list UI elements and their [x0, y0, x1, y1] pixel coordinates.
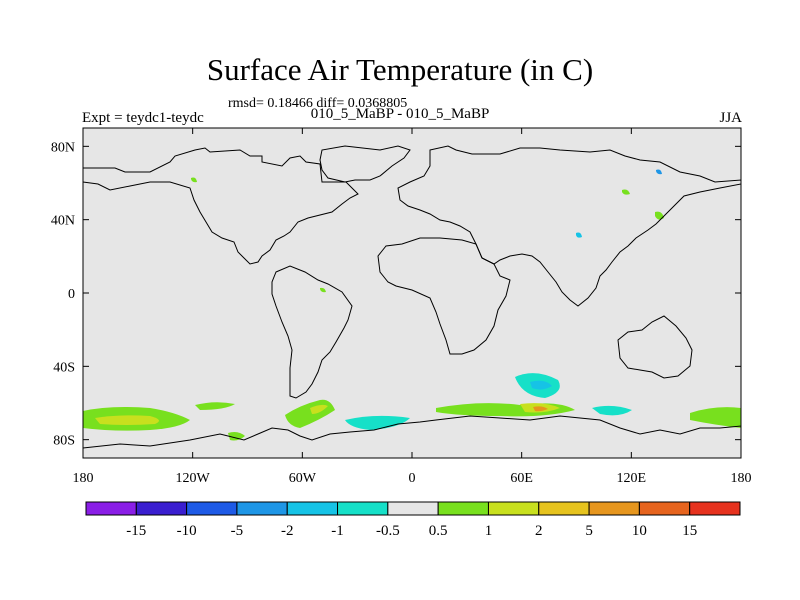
colorbar-label: -5: [231, 523, 244, 539]
colorbar-label: -1: [331, 523, 344, 539]
case-label: 010_5_MaBP - 010_5_MaBP: [310, 106, 490, 122]
coastlines: [82, 145, 742, 459]
colorbar-label: -0.5: [376, 523, 400, 539]
colorbar: -15 -10 -5 -2 -1 -0.5 0.5 1 2 5 10 15: [85, 501, 741, 539]
x-tick-label: 180: [731, 471, 752, 486]
patch-cyan-center: [345, 415, 410, 430]
colorbar-swatch: [186, 501, 238, 516]
colorbar-swatch: [538, 501, 590, 516]
anomaly-patches: [83, 169, 741, 441]
y-tick-label: 80S: [53, 434, 75, 449]
x-tick-label: 180: [73, 471, 94, 486]
colorbar-swatch: [487, 501, 540, 516]
patch-green-small: [195, 402, 235, 410]
experiment-label: Expt = teydc1-teydc: [82, 110, 204, 126]
patch-cyan-east: [592, 405, 632, 416]
y-tick-label: 80N: [51, 140, 75, 155]
patch-cyan-asia: [576, 232, 582, 238]
patch-blue-south: [530, 380, 552, 390]
patch-yellow-southwest: [95, 415, 159, 425]
coastline-south-america: [271, 265, 353, 399]
stats-text: rmsd= 0.18466 diff= 0.0368805: [228, 96, 408, 111]
y-tick-label: 0: [68, 287, 75, 302]
coastline-eurasia: [397, 145, 742, 307]
patch-green-na: [191, 177, 197, 183]
x-tick-label: 60W: [289, 471, 317, 486]
patch-green-far-east: [690, 407, 741, 428]
patch-orange-east: [533, 406, 548, 412]
colorbar-label: 5: [585, 523, 593, 539]
colorbar-swatch: [236, 501, 288, 516]
colorbar-label: 1: [485, 523, 493, 539]
patch-green-sa: [320, 287, 326, 293]
patch-blue-n: [656, 169, 662, 175]
colorbar-swatch: [588, 501, 640, 516]
coastline-greenland: [319, 145, 411, 183]
coastline-antarctica: [82, 415, 742, 459]
colorbar-swatch: [286, 501, 339, 516]
colorbar-swatch: [689, 501, 741, 516]
colorbar-swatch: [135, 501, 188, 516]
colorbar-label: 0.5: [429, 523, 448, 539]
patch-green-patch: [228, 432, 245, 441]
colorbar-swatch: [437, 501, 489, 516]
coastline-north-america: [82, 147, 359, 265]
x-tick-label: 120E: [617, 471, 647, 486]
axis-ticks: 180 120W 60W 0 60E 120E 180 80N 40N 0 40S 80S: [51, 128, 752, 486]
colorbar-label: -2: [281, 523, 294, 539]
colorbar-label: 10: [632, 523, 647, 539]
colorbar-label: -15: [126, 523, 146, 539]
y-tick-label: 40S: [53, 360, 75, 375]
coastline-africa: [377, 237, 511, 355]
season-label: JJA: [719, 110, 742, 126]
map-background: [83, 128, 741, 458]
colorbar-label: 2: [535, 523, 543, 539]
colorbar-swatch: [85, 501, 137, 516]
colorbar-label: 15: [682, 523, 697, 539]
map-title: Surface Air Temperature (in C): [206, 52, 594, 87]
colorbar-swatch: [387, 501, 439, 516]
x-tick-label: 60E: [510, 471, 533, 486]
y-tick-label: 40N: [51, 214, 75, 229]
x-tick-label: 0: [409, 471, 416, 486]
patch-green-n: [622, 189, 630, 195]
colorbar-swatch: [337, 501, 389, 516]
colorbar-swatch: [638, 501, 691, 516]
colorbar-label: -10: [177, 523, 197, 539]
x-tick-label: 120W: [176, 471, 211, 486]
coastline-australia: [617, 315, 693, 379]
patch-yellow-center: [310, 404, 328, 414]
